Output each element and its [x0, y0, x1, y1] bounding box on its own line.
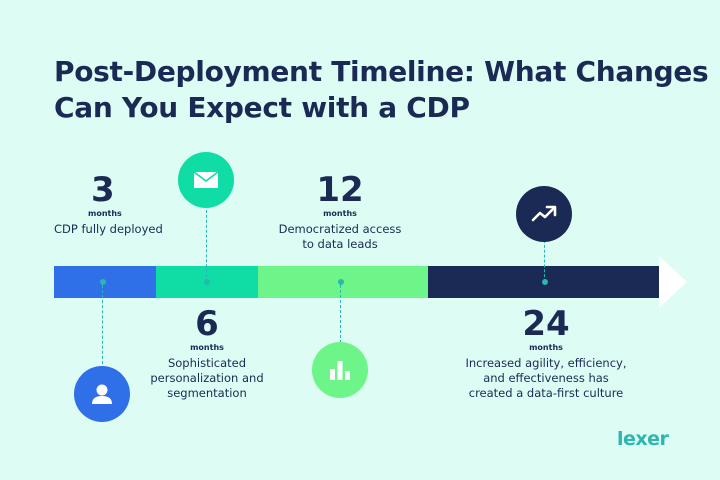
- milestone-unit: months: [88, 209, 122, 218]
- description-line: to data leads: [302, 237, 378, 251]
- description-line: created a data-first culture: [468, 386, 624, 400]
- milestone-unit: months: [529, 343, 563, 352]
- milestone-number: 12: [316, 170, 364, 210]
- milestone-3-months: 3 months CDP fully deployed: [54, 172, 174, 237]
- timeline-dot: [100, 279, 106, 285]
- description-line: and effectiveness has: [483, 371, 609, 385]
- bar-chart-icon: [330, 361, 350, 380]
- milestone-number: 3: [91, 170, 115, 210]
- timeline-dot: [204, 279, 210, 285]
- connector-line: [102, 285, 103, 369]
- milestone-number: 24: [522, 304, 570, 344]
- title-line-2: Can You Expect with a CDP: [54, 91, 470, 124]
- title-line-1: Post-Deployment Timeline: What Changes: [54, 55, 709, 88]
- lexer-logo: lexer: [617, 428, 669, 450]
- bar-chart-icon-circle: [312, 342, 368, 398]
- envelope-icon: [193, 171, 219, 188]
- milestone-description: CDP fully deployed: [54, 222, 163, 236]
- envelope-icon-circle: [178, 152, 234, 208]
- connector-line: [206, 210, 207, 282]
- timeline-dot: [338, 279, 344, 285]
- milestone-6-months: 6 months Sophisticated personalization a…: [144, 306, 270, 401]
- milestone-24-months: 24 months Increased agility, efficiency,…: [460, 306, 632, 401]
- connector-line: [544, 240, 545, 282]
- page-title: Post-Deployment Timeline: What Changes C…: [54, 54, 709, 126]
- trending-up-icon-circle: [516, 186, 572, 242]
- connector-line: [340, 285, 341, 343]
- description-line: Sophisticated: [167, 356, 247, 370]
- description-line: personalization and: [150, 371, 264, 385]
- milestone-description: Sophisticated personalization and segmen…: [144, 356, 270, 401]
- user-icon-circle: [74, 366, 130, 422]
- milestone-12-months: 12 months Democratized access to data le…: [270, 172, 410, 252]
- milestone-description: Increased agility, efficiency, and effec…: [460, 356, 632, 401]
- timeline-arrow-icon: [659, 256, 687, 308]
- trending-up-icon: [531, 205, 557, 222]
- user-icon: [92, 384, 112, 404]
- milestone-unit: months: [190, 343, 224, 352]
- description-line: Democratized access: [278, 222, 402, 236]
- description-line: segmentation: [167, 386, 247, 400]
- timeline-dot: [542, 279, 548, 285]
- milestone-unit: months: [323, 209, 357, 218]
- description-line: Increased agility, efficiency,: [465, 356, 627, 370]
- milestone-number: 6: [195, 304, 219, 344]
- milestone-description: Democratized access to data leads: [270, 222, 410, 252]
